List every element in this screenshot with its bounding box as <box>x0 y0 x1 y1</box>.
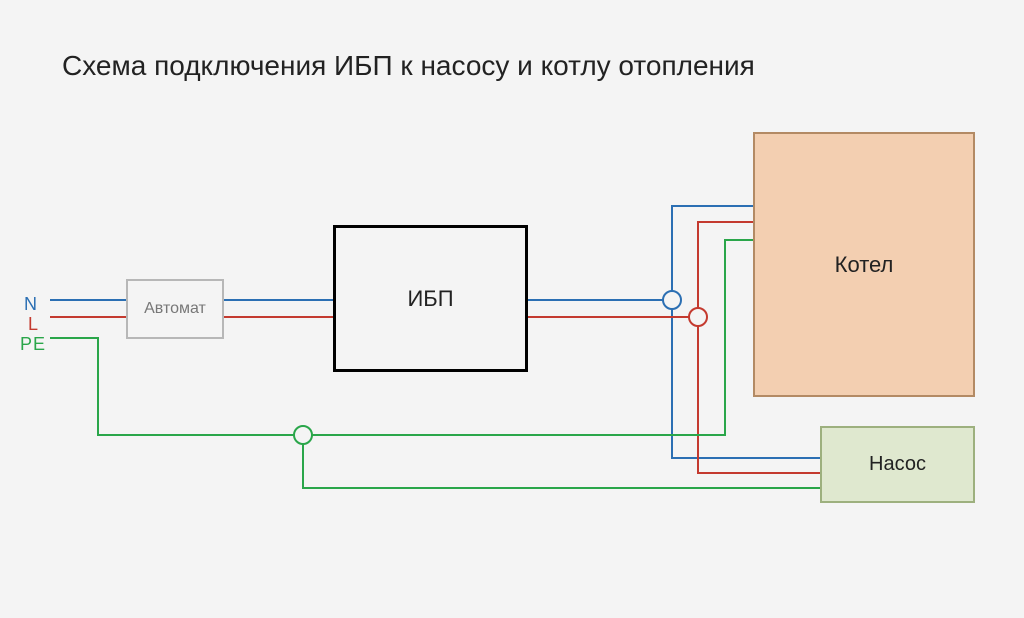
label-pe: PE <box>20 334 46 355</box>
junction-l <box>689 308 707 326</box>
junction-pe <box>294 426 312 444</box>
block-ups: ИБП <box>333 225 528 372</box>
diagram-title: Схема подключения ИБП к насосу и котлу о… <box>62 50 755 82</box>
block-automat: Автомат <box>126 279 224 339</box>
block-boiler: Котел <box>753 132 975 397</box>
block-boiler-label: Котел <box>835 252 894 278</box>
wire-pe_j_pump <box>303 435 820 488</box>
wire-pe_in <box>50 338 303 435</box>
label-n: N <box>24 294 38 315</box>
block-ups-label: ИБП <box>407 286 453 312</box>
label-l: L <box>28 314 39 335</box>
junction-n <box>663 291 681 309</box>
block-pump: Насос <box>820 426 975 503</box>
block-automat-label: Автомат <box>144 300 206 318</box>
wire-l_j_boiler <box>698 222 753 317</box>
block-pump-label: Насос <box>869 453 926 476</box>
wire-n_j_boiler <box>672 206 753 300</box>
